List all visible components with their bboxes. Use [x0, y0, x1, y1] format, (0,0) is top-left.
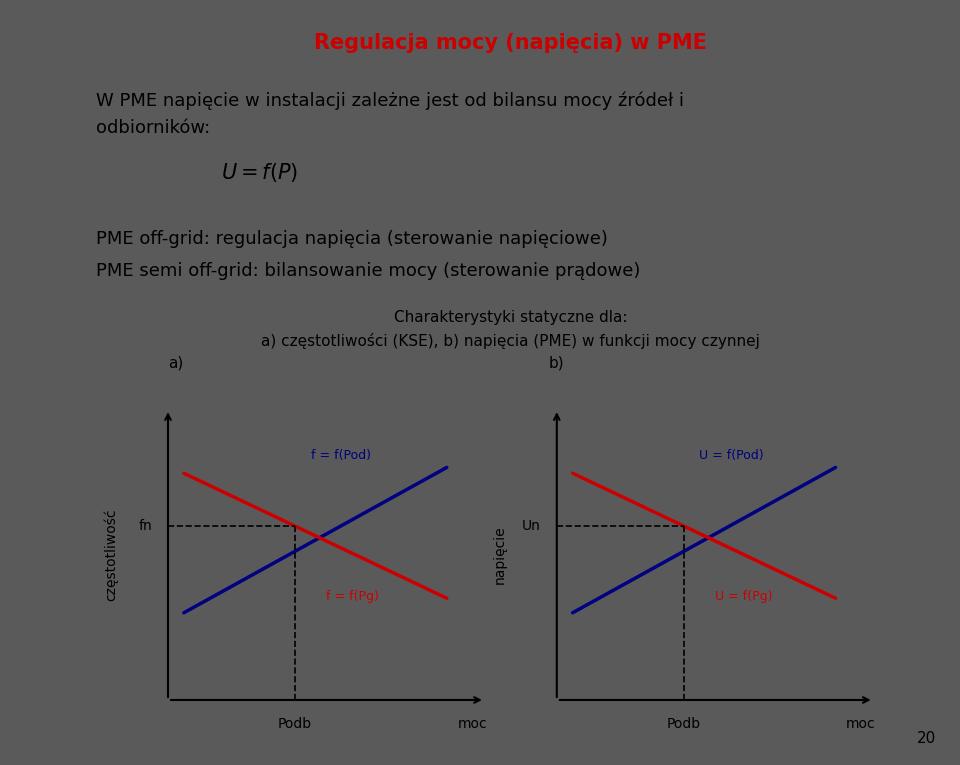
Text: $U = f(P)$: $U = f(P)$	[221, 161, 299, 184]
Text: fn: fn	[138, 519, 152, 532]
Text: Podb: Podb	[666, 718, 701, 731]
Text: napięcie: napięcie	[492, 526, 507, 584]
Text: Regulacja mocy (napięcia) w PME: Regulacja mocy (napięcia) w PME	[314, 33, 708, 53]
Text: moc: moc	[457, 718, 487, 731]
Text: PME off-grid: regulacja napięcia (sterowanie napięciowe): PME off-grid: regulacja napięcia (sterow…	[96, 230, 608, 248]
Text: f = f(Pod): f = f(Pod)	[311, 448, 371, 461]
Text: a) częstotliwości (KSE), b) napięcia (PME) w funkcji mocy czynnej: a) częstotliwości (KSE), b) napięcia (PM…	[261, 333, 760, 349]
Text: Un: Un	[522, 519, 540, 532]
Text: f = f(Pg): f = f(Pg)	[326, 590, 379, 603]
Text: odbiorników:: odbiorników:	[96, 119, 210, 137]
Text: moc: moc	[846, 718, 876, 731]
Text: Podb: Podb	[277, 718, 312, 731]
Text: W PME napięcie w instalacji zależne jest od bilansu mocy źródeł i: W PME napięcie w instalacji zależne jest…	[96, 92, 684, 110]
Text: a): a)	[168, 356, 183, 371]
Text: U = f(Pg): U = f(Pg)	[715, 590, 773, 603]
Text: U = f(Pod): U = f(Pod)	[699, 448, 764, 461]
Text: 20: 20	[917, 731, 936, 746]
Text: b): b)	[549, 356, 564, 371]
Text: częstotliwość: częstotliwość	[104, 509, 118, 601]
Text: PME semi off-grid: bilansowanie mocy (sterowanie prądowe): PME semi off-grid: bilansowanie mocy (st…	[96, 262, 640, 280]
Text: Charakterystyki statyczne dla:: Charakterystyki statyczne dla:	[394, 310, 628, 325]
